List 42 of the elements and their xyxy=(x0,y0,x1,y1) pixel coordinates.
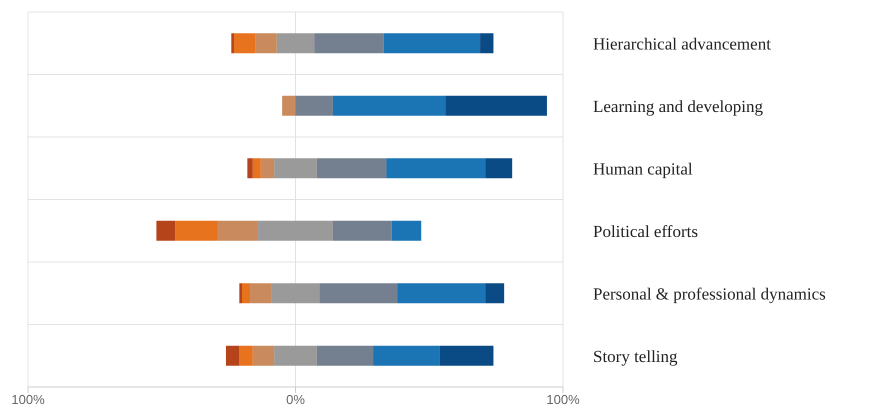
bar xyxy=(231,33,234,54)
y-tick-label: Hierarchical advancement xyxy=(593,34,772,54)
bar xyxy=(445,96,547,116)
bar xyxy=(397,283,486,304)
bar xyxy=(156,220,176,241)
bar xyxy=(480,33,494,54)
bar xyxy=(316,158,386,178)
bar xyxy=(314,33,384,54)
bar xyxy=(485,283,504,304)
y-tick-label: Story telling xyxy=(593,346,678,366)
bar xyxy=(250,283,272,304)
bar xyxy=(316,346,374,366)
bar xyxy=(239,346,253,366)
bar xyxy=(260,158,274,178)
bar xyxy=(242,283,250,304)
bar xyxy=(386,158,486,178)
bar xyxy=(175,220,218,241)
bar xyxy=(485,158,512,178)
bar xyxy=(234,33,256,54)
bar xyxy=(384,33,480,54)
bar xyxy=(252,158,261,178)
bar xyxy=(320,283,398,304)
bar xyxy=(255,33,277,54)
bar xyxy=(373,346,440,366)
bar xyxy=(239,283,242,304)
y-tick-label: Personal & professional dynamics xyxy=(593,284,826,304)
bar xyxy=(440,346,494,366)
bar xyxy=(252,346,274,366)
bar xyxy=(392,220,422,241)
y-tick-label: Learning and developing xyxy=(593,96,764,116)
y-tick-label: Political efforts xyxy=(593,222,698,241)
bar xyxy=(218,220,258,241)
x-tick-label: 100% xyxy=(11,392,46,408)
bar xyxy=(282,96,296,116)
x-tick-label: 100% xyxy=(546,392,580,408)
y-tick-label: Human capital xyxy=(593,159,693,178)
bar xyxy=(226,346,240,366)
bar xyxy=(296,96,333,116)
bar xyxy=(247,158,253,178)
bar xyxy=(332,96,446,116)
bar xyxy=(332,220,392,241)
x-tick-label: 0% xyxy=(286,392,306,408)
